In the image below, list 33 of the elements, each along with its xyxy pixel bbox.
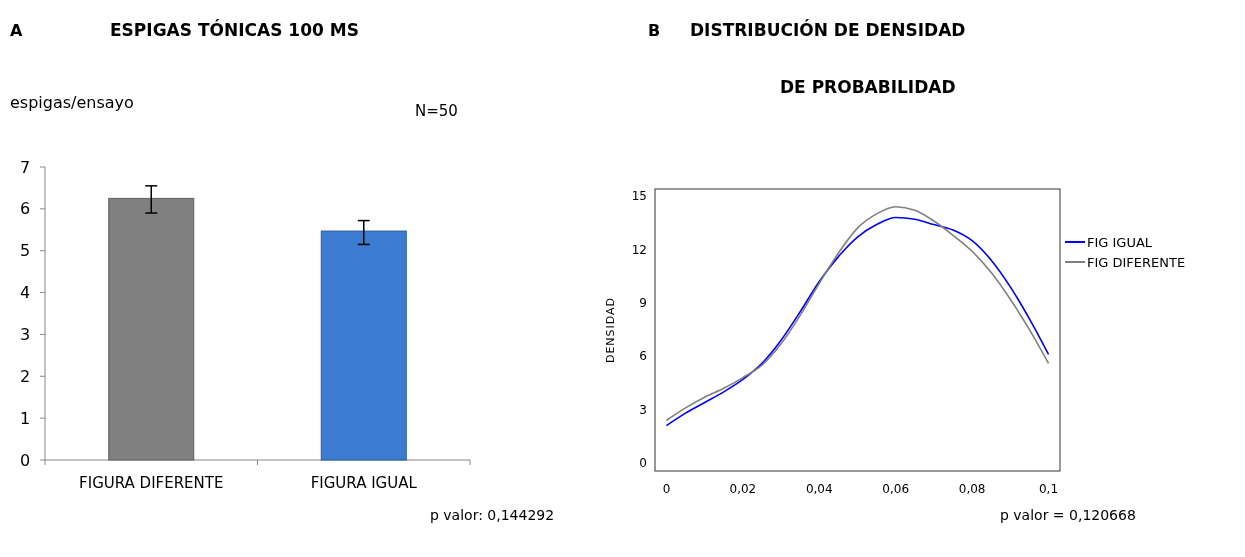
x-tick-label: 0,08 [958,482,986,496]
y-tick-label: 15 [631,189,647,204]
y-tick-label: 7 [20,157,31,177]
legend-label: FIG IGUAL [1087,234,1153,250]
y-axis-title: DENSIDAD [604,296,617,364]
y-tick-label: 3 [20,325,31,345]
y-tick-label: 9 [639,296,647,311]
y-tick-label: 6 [20,199,31,219]
y-tick-label: 6 [639,349,647,364]
text: p valor = 0,120668 [1000,507,1136,523]
text: p valor: 0,144292 [430,507,555,523]
text: N=50 [415,102,458,120]
y-tick-label: 0 [639,456,647,471]
x-tick-label: FIGURA DIFERENTE [79,474,224,492]
y-axis-title: espigas/ensayo [10,93,134,112]
y-tick-label: 5 [20,241,31,261]
x-tick-label: 0,04 [805,482,833,496]
x-tick-label: 0,02 [729,482,757,496]
y-tick-label: 4 [20,283,31,303]
y-tick-label: 1 [20,408,31,428]
y-tick-label: 12 [631,242,647,257]
text: B [648,21,661,40]
y-tick-label: 3 [639,402,647,417]
text: A [10,21,23,40]
x-tick-label: 0,1 [1038,482,1059,496]
x-tick-label: 0 [662,482,671,496]
chart-title: DISTRIBUCIÓN DE DENSIDAD DE PROBABILIDAD [690,20,966,97]
x-tick-label: FIGURA IGUAL [310,474,418,492]
chart-title: ESPIGAS TÓNICAS 100 MS [110,19,359,40]
x-tick-label: 0,06 [882,482,910,496]
y-tick-label: 2 [20,366,31,386]
y-tick-label: 0 [20,450,31,470]
legend-label: FIG DIFERENTE [1087,254,1186,270]
